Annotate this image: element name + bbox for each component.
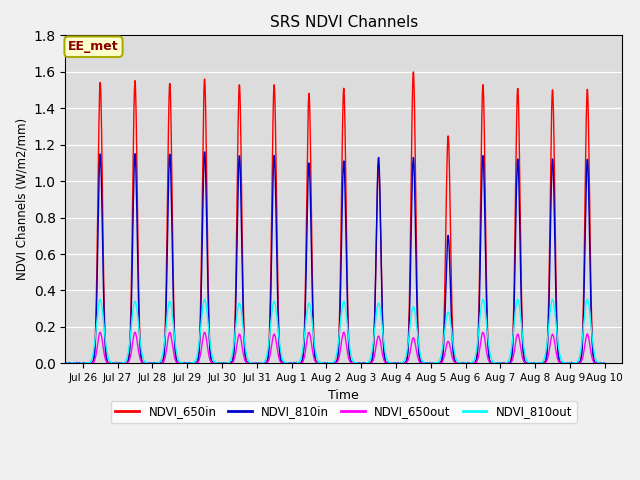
- NDVI_810out: [552, 321, 560, 327]
- NDVI_810in: [601, 360, 609, 366]
- NDVI_650out: [151, 360, 159, 366]
- NDVI_650out: [472, 360, 480, 365]
- Text: EE_met: EE_met: [68, 40, 119, 53]
- NDVI_650in: [601, 360, 609, 366]
- NDVI_810in: [131, 152, 139, 157]
- NDVI_650out: [365, 360, 373, 366]
- NDVI_810out: [44, 360, 52, 366]
- NDVI_650out: [132, 330, 140, 336]
- Title: SRS NDVI Channels: SRS NDVI Channels: [269, 15, 418, 30]
- Line: NDVI_810out: NDVI_810out: [48, 299, 605, 363]
- NDVI_650out: [552, 350, 560, 356]
- NDVI_810in: [150, 360, 158, 366]
- NDVI_650in: [410, 69, 417, 75]
- NDVI_810out: [472, 349, 480, 355]
- NDVI_810in: [404, 350, 412, 356]
- NDVI_650in: [365, 360, 372, 366]
- NDVI_810out: [150, 360, 158, 366]
- NDVI_650in: [404, 346, 412, 352]
- Legend: NDVI_650in, NDVI_810in, NDVI_650out, NDVI_810out: NDVI_650in, NDVI_810in, NDVI_650out, NDV…: [111, 401, 577, 423]
- NDVI_810out: [131, 299, 139, 304]
- NDVI_810out: [404, 342, 412, 348]
- NDVI_650out: [601, 360, 609, 366]
- NDVI_810in: [365, 360, 372, 366]
- NDVI_810out: [365, 359, 372, 364]
- NDVI_810out: [601, 360, 609, 366]
- NDVI_650in: [45, 360, 52, 366]
- X-axis label: Time: Time: [328, 389, 359, 402]
- NDVI_810in: [201, 149, 209, 155]
- NDVI_650out: [44, 360, 52, 366]
- NDVI_810in: [552, 304, 560, 310]
- Line: NDVI_650in: NDVI_650in: [48, 72, 605, 363]
- NDVI_650out: [340, 329, 348, 335]
- NDVI_650in: [132, 83, 140, 88]
- Line: NDVI_810in: NDVI_810in: [48, 152, 605, 363]
- Y-axis label: NDVI Channels (W/m2/mm): NDVI Channels (W/m2/mm): [15, 118, 28, 280]
- NDVI_810in: [44, 360, 52, 366]
- NDVI_810in: [472, 358, 480, 363]
- NDVI_650in: [44, 360, 52, 366]
- Line: NDVI_650out: NDVI_650out: [48, 332, 605, 363]
- NDVI_650out: [404, 358, 412, 363]
- NDVI_650out: [44, 360, 52, 366]
- NDVI_810out: [201, 296, 209, 302]
- NDVI_650in: [472, 357, 480, 362]
- NDVI_650in: [151, 360, 159, 366]
- NDVI_650in: [552, 293, 560, 299]
